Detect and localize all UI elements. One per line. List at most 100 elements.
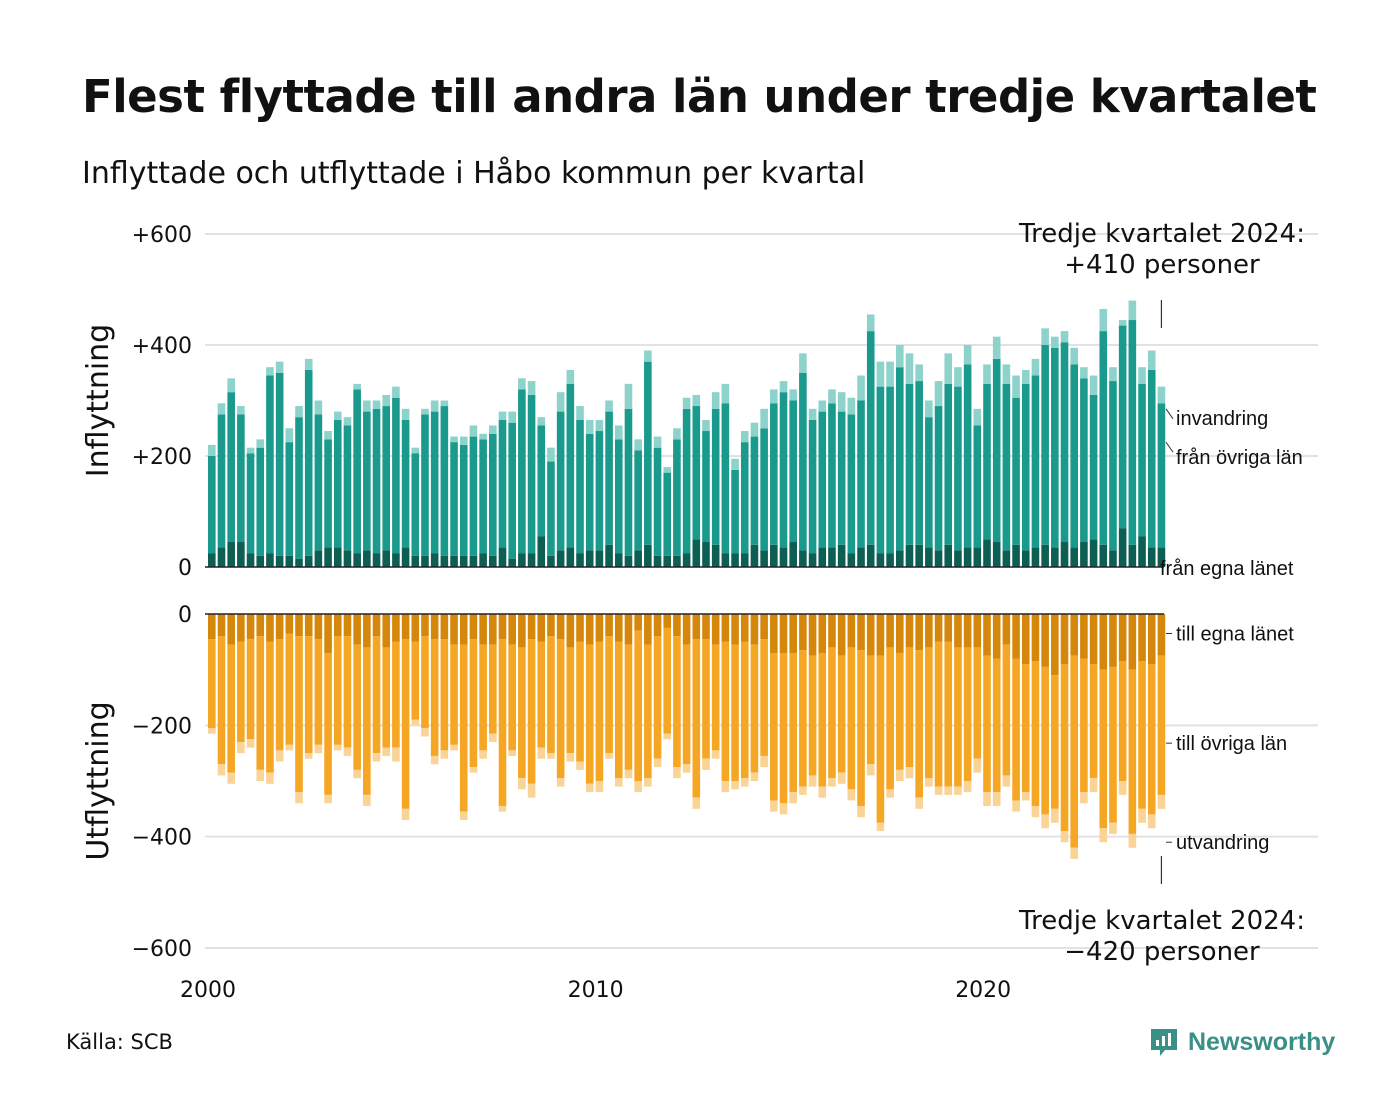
bar-out-segment — [857, 614, 865, 651]
bar-out-segment — [566, 753, 575, 762]
bar-out-segment — [1021, 792, 1030, 801]
bar-in-segment — [779, 392, 788, 548]
bar-out-segment — [372, 614, 381, 637]
bar-out-segment — [624, 769, 633, 779]
bar-out-segment — [392, 641, 400, 748]
bar-out-segment — [760, 614, 768, 640]
bar-out-segment — [866, 614, 875, 656]
bar-in-segment — [1070, 364, 1079, 548]
bar-out-segment — [779, 614, 788, 653]
bar-out-segment — [208, 728, 216, 734]
bar-out-segment — [944, 786, 953, 795]
bar-in-segment — [246, 447, 255, 454]
bar-in-segment — [673, 428, 681, 440]
bar-out-segment — [692, 639, 701, 798]
bar-in-segment — [915, 364, 923, 382]
bar-out-segment — [547, 636, 555, 754]
bar-out-segment — [295, 792, 303, 804]
bar-in-segment — [595, 419, 604, 432]
bar-out-segment — [1021, 664, 1030, 793]
bar-in-segment — [363, 400, 371, 412]
bar-in-segment — [644, 350, 652, 362]
bar-in-segment — [702, 542, 710, 567]
bar-in-segment — [605, 544, 613, 567]
series-label-in: från övriga län — [1176, 447, 1303, 469]
label-connector — [1165, 408, 1174, 420]
bar-in-segment — [818, 400, 827, 412]
bar-in-segment — [363, 550, 371, 567]
bar-out-segment — [1128, 833, 1137, 848]
bar-out-segment — [527, 783, 536, 798]
bar-out-segment — [1070, 614, 1079, 656]
bar-out-segment — [837, 655, 846, 773]
bar-in-segment — [595, 431, 604, 551]
bar-in-segment — [1080, 367, 1088, 379]
chart-subtitle: Inflyttade och utflyttade i Håbo kommun … — [82, 156, 866, 191]
bar-out-segment — [324, 652, 332, 795]
bar-in-segment — [411, 453, 420, 556]
bar-in-segment — [634, 439, 642, 451]
series-label-out: till egna länet — [1176, 623, 1294, 645]
bar-out-segment — [886, 647, 894, 790]
bar-out-segment — [285, 744, 294, 751]
bar-in-segment — [295, 417, 303, 559]
bar-in-segment — [518, 378, 526, 390]
bar-in-segment — [895, 367, 904, 551]
x-tick-label: 2000 — [180, 978, 236, 1003]
bar-in-segment — [1070, 547, 1079, 567]
bar-out-segment — [401, 639, 410, 809]
bar-out-segment — [1138, 808, 1146, 823]
y-axis-title: Utflyttning — [81, 701, 116, 860]
bar-in-segment — [537, 536, 546, 567]
bar-out-segment — [653, 758, 662, 768]
bar-out-segment — [392, 614, 400, 642]
bar-in-segment — [489, 425, 497, 434]
brand-logo[interactable]: Newsworthy — [1148, 1022, 1335, 1062]
bar-out-segment — [847, 647, 856, 790]
bar-out-segment — [382, 647, 391, 748]
bar-in-segment — [372, 553, 381, 567]
bar-in-segment — [508, 558, 516, 567]
bar-out-segment — [886, 789, 894, 798]
bar-out-segment — [324, 614, 332, 653]
bar-in-segment — [1051, 547, 1059, 567]
bar-in-segment — [547, 461, 555, 556]
bar-in-segment — [866, 314, 875, 332]
bar-in-segment — [866, 544, 875, 567]
bar-out-segment — [663, 627, 672, 734]
bar-out-segment — [789, 652, 797, 793]
bar-out-segment — [1128, 669, 1137, 834]
bar-in-segment — [576, 406, 584, 420]
bar-out-segment — [256, 636, 265, 770]
bar-in-segment — [1109, 367, 1117, 382]
bar-in-segment — [808, 419, 817, 554]
bar-in-segment — [1021, 550, 1030, 567]
bar-in-segment — [682, 553, 691, 567]
bar-in-segment — [537, 425, 546, 537]
bar-in-segment — [208, 553, 216, 567]
bar-out-segment — [246, 639, 255, 740]
bar-in-segment — [1012, 397, 1020, 545]
bar-out-segment — [1109, 822, 1117, 834]
bar-out-segment — [411, 641, 420, 720]
bar-out-segment — [440, 614, 449, 640]
bar-in-segment — [1138, 536, 1146, 567]
bar-in-segment — [1138, 367, 1146, 384]
bar-in-segment — [1012, 375, 1020, 398]
bar-out-segment — [372, 753, 381, 762]
bar-in-segment — [333, 547, 342, 567]
bar-out-segment — [304, 636, 313, 754]
bar-in-segment — [808, 408, 817, 420]
bar-in-segment — [518, 389, 526, 554]
bar-in-segment — [324, 547, 332, 567]
bar-in-segment — [508, 411, 516, 423]
bar-out-segment — [750, 614, 759, 645]
bar-out-segment — [808, 775, 817, 787]
bar-in-segment — [440, 400, 449, 407]
bar-out-segment — [275, 639, 284, 751]
bar-in-segment — [944, 544, 953, 567]
bar-in-segment — [479, 433, 487, 440]
bar-out-segment — [246, 614, 255, 640]
bar-in-segment — [886, 553, 894, 567]
bar-in-segment — [895, 345, 904, 368]
